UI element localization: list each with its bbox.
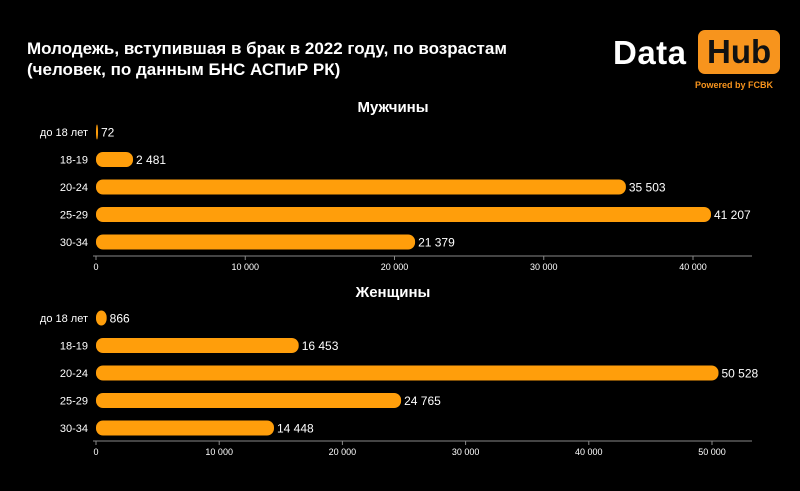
women-value-label: 866 (110, 312, 130, 326)
men-category-label: 18-19 (60, 155, 88, 167)
men-value-label: 21 379 (418, 236, 455, 250)
women-bar (96, 420, 274, 436)
women-bar (96, 393, 402, 408)
men-tick-label: 40 000 (679, 262, 707, 272)
men-bar (96, 179, 626, 195)
women-bar (96, 338, 299, 353)
men-tick-label: 0 (93, 262, 98, 272)
women-bar (96, 365, 719, 381)
women-section-title: Женщины (355, 284, 431, 301)
women-tick-label: 40 000 (575, 447, 603, 457)
men-tick-label: 20 000 (381, 262, 409, 272)
women-value-label: 24 765 (404, 394, 441, 408)
women-value-label: 14 448 (277, 422, 314, 436)
men-category-label: 20-24 (60, 182, 88, 194)
men-value-label: 35 503 (629, 181, 666, 195)
chart-title: Молодежь, вступившая в брак в 2022 году,… (27, 38, 587, 80)
men-section-title: Мужчины (357, 99, 428, 116)
chart-title-line1: Молодежь, вступившая в брак в 2022 году,… (27, 39, 507, 58)
men-bar (96, 234, 416, 250)
men-category-label: 25-29 (60, 210, 88, 222)
datahub-logo: Data Hub Powered by FCBK (611, 28, 781, 92)
logo-data-text: Data (613, 34, 687, 71)
women-tick-label: 50 000 (698, 447, 726, 457)
women-value-label: 16 453 (302, 339, 339, 353)
women-category-label: до 18 лет (40, 313, 88, 325)
women-category-label: 25-29 (60, 396, 88, 408)
logo-powered-by: Powered by FCBK (695, 80, 774, 90)
women-tick-label: 10 000 (205, 447, 233, 457)
men-bar (96, 152, 134, 167)
men-category-label: до 18 лет (40, 127, 88, 139)
women-value-label: 50 528 (722, 367, 759, 381)
logo-hub-badge: Hub (698, 30, 781, 74)
women-category-label: 18-19 (60, 341, 88, 353)
men-value-label: 72 (101, 126, 115, 140)
women-tick-label: 30 000 (452, 447, 480, 457)
chart-title-line2: (человек, по данным БНС АСПиР РК) (27, 60, 341, 79)
men-category-label: 30-34 (60, 237, 88, 249)
women-category-label: 20-24 (60, 368, 88, 380)
men-tick-label: 30 000 (530, 262, 558, 272)
men-value-label: 2 481 (136, 153, 166, 167)
men-bar (96, 207, 712, 222)
women-tick-label: 0 (93, 447, 98, 457)
men-value-label: 41 207 (714, 208, 751, 222)
women-tick-label: 20 000 (329, 447, 357, 457)
men-bar (96, 124, 98, 140)
men-tick-label: 10 000 (231, 262, 259, 272)
women-category-label: 30-34 (60, 423, 88, 435)
women-bar (96, 310, 107, 326)
